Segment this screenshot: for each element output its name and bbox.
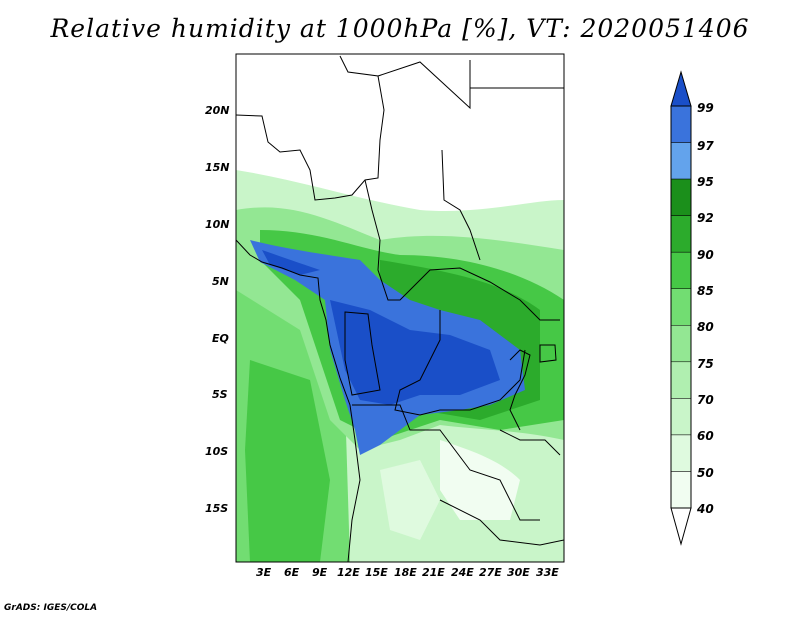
colorbar-box [670, 105, 692, 143]
colorbar-box [670, 325, 692, 363]
colorbar-box [670, 178, 692, 216]
colorbar-label: 40 [697, 502, 714, 516]
colorbar [670, 70, 692, 546]
humidity-field [236, 54, 564, 562]
lat-label: 10S [205, 445, 229, 458]
lon-label: 27E [479, 566, 502, 579]
lat-label: 15N [205, 161, 230, 174]
lat-label: 15S [205, 502, 229, 515]
colorbar-box [670, 142, 692, 180]
colorbar-label: 95 [697, 175, 714, 189]
colorbar-label: 50 [697, 466, 714, 480]
lon-label: 18E [394, 566, 417, 579]
colorbar-top-arrow [670, 70, 692, 107]
colorbar-box [670, 288, 692, 326]
colorbar-label: 99 [697, 101, 714, 115]
colorbar-label: 70 [697, 393, 714, 407]
lon-label: 9E [312, 566, 328, 579]
colorbar-label: 92 [697, 211, 714, 225]
colorbar-box [670, 215, 692, 253]
lon-label: 15E [365, 566, 388, 579]
colorbar-label: 60 [697, 429, 714, 443]
lon-label: 6E [284, 566, 300, 579]
lat-label: 5N [212, 275, 229, 288]
colorbar-box [670, 398, 692, 436]
lat-label: EQ [212, 332, 229, 345]
lat-label: 5S [212, 388, 228, 401]
lat-label: 10N [205, 218, 230, 231]
colorbar-box [670, 434, 692, 472]
colorbar-label: 90 [697, 248, 714, 262]
country-borders [236, 55, 564, 562]
grads-credit: GrADS: IGES/COLA [4, 603, 98, 613]
colorbar-box [670, 471, 692, 509]
colorbar-label: 85 [697, 284, 714, 298]
lon-label: 12E [337, 566, 360, 579]
colorbar-bottom-arrow [670, 507, 692, 546]
lon-label: 21E [422, 566, 445, 579]
colorbar-box [670, 251, 692, 289]
lon-label: 33E [536, 566, 559, 579]
map-frame [235, 53, 565, 563]
colorbar-label: 75 [697, 357, 714, 371]
colorbar-label: 97 [697, 139, 714, 153]
lon-label: 30E [507, 566, 530, 579]
colorbar-label: 80 [697, 320, 714, 334]
lon-label: 3E [256, 566, 272, 579]
lat-label: 20N [205, 104, 230, 117]
map-title: Relative humidity at 1000hPa [%], VT: 20… [50, 14, 750, 43]
colorbar-box [670, 361, 692, 399]
lon-label: 24E [451, 566, 474, 579]
